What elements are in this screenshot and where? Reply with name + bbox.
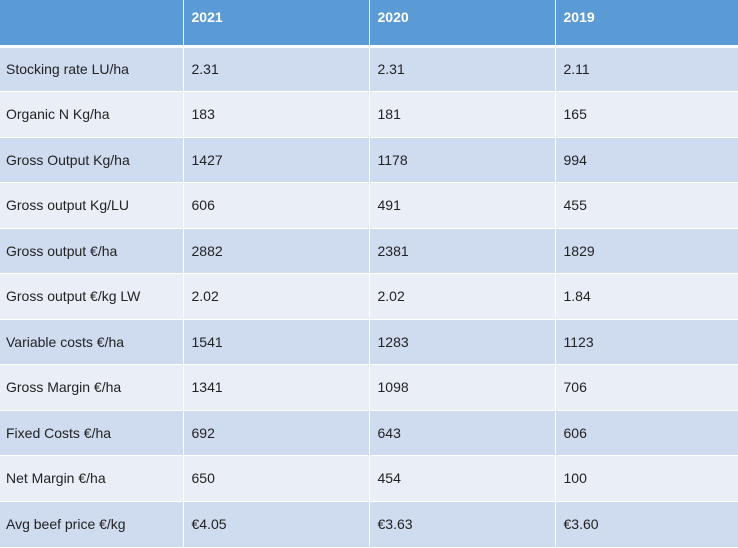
table-row: Gross output Kg/LU 606 491 455: [0, 182, 738, 228]
cell-2021: 1427: [182, 136, 369, 183]
row-label: Fixed Costs €/ha: [0, 409, 183, 456]
cell-2020: 643: [368, 409, 555, 456]
cell-2021: 692: [182, 409, 369, 456]
cell-2021: 2.02: [182, 273, 369, 319]
header-blank-cell: [0, 0, 183, 48]
table-row: Avg beef price €/kg €4.05 €3.63 €3.60: [0, 500, 738, 547]
cell-2020: €3.63: [368, 500, 555, 547]
table-row: Gross Output Kg/ha 1427 1178 994: [0, 136, 738, 183]
cell-2019: 606: [554, 409, 738, 456]
cell-2019: €3.60: [554, 500, 738, 547]
cell-2019: 1123: [554, 318, 738, 365]
cell-2021: €4.05: [182, 500, 369, 547]
cell-2020: 1283: [368, 318, 555, 365]
row-label: Gross Output Kg/ha: [0, 136, 183, 183]
header-year-2020: 2020: [368, 0, 555, 48]
row-label: Net Margin €/ha: [0, 455, 183, 501]
cell-2020: 2.02: [368, 273, 555, 319]
cell-2020: 2381: [368, 227, 555, 274]
cell-2021: 1541: [182, 318, 369, 365]
cell-2021: 2.31: [182, 46, 369, 92]
cell-2020: 491: [368, 182, 555, 228]
cell-2019: 1829: [554, 227, 738, 274]
cell-2019: 994: [554, 136, 738, 183]
table-row: Organic N Kg/ha 183 181 165: [0, 91, 738, 137]
table-row: Fixed Costs €/ha 692 643 606: [0, 409, 738, 456]
cell-2020: 2.31: [368, 46, 555, 92]
table-row: Variable costs €/ha 1541 1283 1123: [0, 318, 738, 365]
row-label: Gross output €/kg LW: [0, 273, 183, 319]
cell-2021: 183: [182, 91, 369, 137]
cell-2020: 1178: [368, 136, 555, 183]
row-label: Variable costs €/ha: [0, 318, 183, 365]
row-label: Avg beef price €/kg: [0, 500, 183, 547]
cell-2019: 165: [554, 91, 738, 137]
cell-2019: 706: [554, 364, 738, 410]
cell-2019: 100: [554, 455, 738, 501]
header-year-2019: 2019: [554, 0, 738, 48]
table-row: Gross output €/kg LW 2.02 2.02 1.84: [0, 273, 738, 319]
row-label: Gross Margin €/ha: [0, 364, 183, 410]
row-label: Gross output €/ha: [0, 227, 183, 274]
table-row: Net Margin €/ha 650 454 100: [0, 455, 738, 501]
cell-2019: 2.11: [554, 46, 738, 92]
cell-2020: 1098: [368, 364, 555, 410]
cell-2021: 1341: [182, 364, 369, 410]
cell-2021: 606: [182, 182, 369, 228]
header-row: 2021 2020 2019: [0, 0, 738, 48]
row-label: Gross output Kg/LU: [0, 182, 183, 228]
cell-2020: 454: [368, 455, 555, 501]
cell-2021: 650: [182, 455, 369, 501]
row-label: Organic N Kg/ha: [0, 91, 183, 137]
cell-2019: 455: [554, 182, 738, 228]
table-row: Gross output €/ha 2882 2381 1829: [0, 227, 738, 274]
cell-2021: 2882: [182, 227, 369, 274]
row-label: Stocking rate LU/ha: [6, 61, 129, 78]
table-row: Stocking rate LU/ha 2.31 2.31 2.11: [0, 46, 738, 92]
cell-2019: 1.84: [554, 273, 738, 319]
table-row: Gross Margin €/ha 1341 1098 706: [0, 364, 738, 410]
cell-2020: 181: [368, 91, 555, 137]
header-year-2021: 2021: [182, 0, 369, 48]
